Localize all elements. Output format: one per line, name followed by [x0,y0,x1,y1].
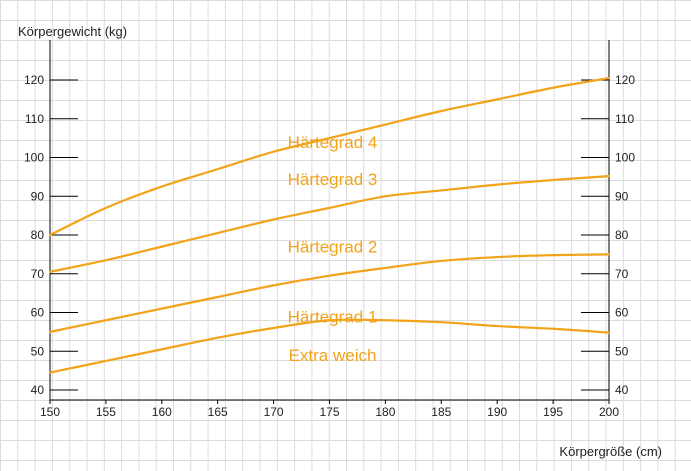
x-tick-label: 200 [599,405,619,419]
series-line-h-rtegrad-1 [48,318,611,374]
y-tick-label-left: 100 [24,151,44,165]
curve-labels: Härtegrad 4 Härtegrad 3 Härtegrad 2 Härtegr… [288,133,378,365]
curve-label-h-rtegrad-1: Härtegrad 1 [288,307,378,326]
x-tick-label: 185 [431,405,451,419]
series-line-h-rtegrad-3 [48,175,611,273]
y-tick-label-left: 40 [31,383,45,397]
y-tick-label-right: 40 [615,383,629,397]
x-tick-label: 160 [152,405,172,419]
x-tick-label: 165 [208,405,228,419]
y-tick-label-right: 80 [615,228,629,242]
x-tick-label: 170 [264,405,284,419]
tick-labels: 40 40 50 50 60 60 70 70 80 80 90 90 100 100 110 110 120 1… [24,73,635,419]
y-tick-label-left: 90 [31,189,45,203]
x-tick-label: 180 [375,405,395,419]
y-tick-label-left: 60 [31,306,45,320]
y-axis-label: Körpergewicht (kg) [18,24,127,39]
y-tick-label-right: 70 [615,267,629,281]
curve-label-h-rtegrad-4: Härtegrad 4 [288,133,378,152]
y-tick-label-right: 110 [615,112,634,126]
x-tick-label: 190 [487,405,507,419]
x-tick-label: 155 [96,405,116,419]
tick-marks [49,40,610,404]
y-tick-label-right: 120 [615,73,635,87]
y-tick-label-left: 70 [31,267,45,281]
y-tick-label-left: 80 [31,228,45,242]
curve-label-h-rtegrad-2: Härtegrad 2 [288,238,378,257]
x-axis-label: Körpergröße (cm) [559,444,662,459]
x-tick-label: 195 [543,405,563,419]
y-tick-label-right: 50 [615,344,629,358]
x-tick-label: 175 [319,405,339,419]
series-line-h-rtegrad-2 [48,253,611,333]
series-lines [48,76,611,374]
y-tick-label-right: 100 [615,151,635,165]
curve-label-extra-weich: Extra weich [289,346,377,365]
y-tick-label-left: 120 [24,73,44,87]
y-tick-label-left: 110 [25,112,44,126]
y-tick-label-right: 90 [615,189,629,203]
y-tick-label-right: 60 [615,306,629,320]
curve-label-h-rtegrad-3: Härtegrad 3 [288,170,378,189]
y-tick-label-left: 50 [31,344,45,358]
x-tick-label: 150 [40,405,60,419]
series-line-h-rtegrad-4 [48,76,611,237]
